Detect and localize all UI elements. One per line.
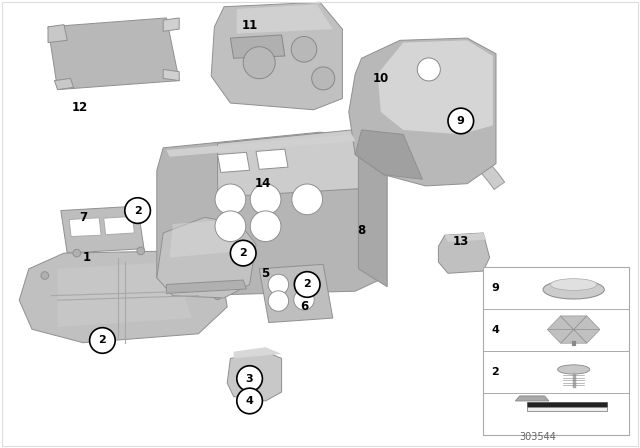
Polygon shape: [230, 35, 285, 58]
Circle shape: [215, 211, 246, 241]
Polygon shape: [157, 217, 256, 298]
Text: 303544: 303544: [519, 432, 556, 442]
Polygon shape: [515, 396, 549, 401]
Text: 6: 6: [300, 300, 308, 314]
Polygon shape: [170, 220, 243, 258]
Polygon shape: [58, 262, 192, 327]
Circle shape: [268, 274, 289, 295]
Text: 14: 14: [254, 177, 271, 190]
Polygon shape: [163, 18, 179, 31]
Text: 4: 4: [492, 324, 499, 335]
Polygon shape: [561, 316, 587, 330]
Circle shape: [294, 271, 320, 297]
Polygon shape: [218, 152, 250, 172]
Text: 5: 5: [262, 267, 269, 280]
Ellipse shape: [543, 280, 604, 299]
Text: 7: 7: [79, 211, 87, 224]
Circle shape: [294, 289, 314, 310]
Ellipse shape: [557, 365, 589, 374]
Polygon shape: [234, 347, 282, 358]
Circle shape: [90, 327, 115, 353]
Polygon shape: [69, 218, 101, 237]
Circle shape: [312, 67, 335, 90]
Circle shape: [243, 47, 275, 79]
Text: 9: 9: [492, 283, 499, 293]
Polygon shape: [104, 216, 134, 235]
Polygon shape: [259, 264, 333, 323]
Text: 2: 2: [303, 280, 311, 289]
Polygon shape: [227, 352, 282, 401]
Circle shape: [237, 366, 262, 392]
Text: 13: 13: [452, 235, 469, 249]
Polygon shape: [54, 78, 74, 90]
Polygon shape: [218, 130, 368, 197]
Text: 8: 8: [358, 224, 365, 237]
Polygon shape: [438, 233, 490, 273]
Text: 1: 1: [83, 251, 90, 264]
Circle shape: [268, 291, 289, 311]
Text: 3: 3: [246, 374, 253, 383]
Polygon shape: [157, 132, 384, 296]
Text: 2: 2: [134, 206, 141, 215]
Circle shape: [294, 273, 314, 293]
Polygon shape: [358, 132, 387, 287]
Text: 2: 2: [99, 336, 106, 345]
Ellipse shape: [550, 279, 597, 290]
Polygon shape: [48, 18, 179, 90]
Polygon shape: [211, 2, 342, 110]
Polygon shape: [355, 104, 504, 190]
Circle shape: [125, 198, 150, 224]
Polygon shape: [573, 330, 600, 343]
Circle shape: [250, 184, 281, 215]
Circle shape: [291, 36, 317, 62]
Circle shape: [448, 108, 474, 134]
Polygon shape: [237, 4, 333, 34]
Polygon shape: [349, 38, 496, 186]
Circle shape: [214, 292, 221, 300]
Text: 10: 10: [372, 72, 389, 85]
Text: 4: 4: [246, 396, 253, 406]
Text: 2: 2: [239, 248, 247, 258]
Circle shape: [230, 240, 256, 266]
Circle shape: [237, 388, 262, 414]
Circle shape: [215, 184, 246, 215]
Polygon shape: [561, 330, 587, 343]
Polygon shape: [527, 407, 607, 411]
Circle shape: [73, 249, 81, 257]
Polygon shape: [445, 233, 486, 242]
Polygon shape: [166, 280, 246, 293]
Text: 11: 11: [241, 19, 258, 33]
Polygon shape: [19, 251, 227, 343]
Polygon shape: [547, 330, 573, 343]
Circle shape: [250, 211, 281, 241]
Polygon shape: [163, 69, 179, 81]
Polygon shape: [166, 134, 355, 157]
Polygon shape: [527, 402, 607, 407]
Circle shape: [198, 265, 205, 273]
Circle shape: [137, 247, 145, 255]
Polygon shape: [547, 316, 573, 330]
Circle shape: [292, 184, 323, 215]
Circle shape: [41, 271, 49, 280]
Polygon shape: [378, 40, 493, 134]
Polygon shape: [61, 206, 144, 253]
Text: 9: 9: [457, 116, 465, 126]
Polygon shape: [355, 130, 422, 179]
Bar: [483, 267, 629, 435]
Circle shape: [417, 58, 440, 81]
Text: 12: 12: [72, 101, 88, 114]
Polygon shape: [256, 149, 288, 169]
Polygon shape: [48, 25, 67, 43]
Text: 2: 2: [492, 366, 499, 377]
Polygon shape: [573, 316, 600, 330]
